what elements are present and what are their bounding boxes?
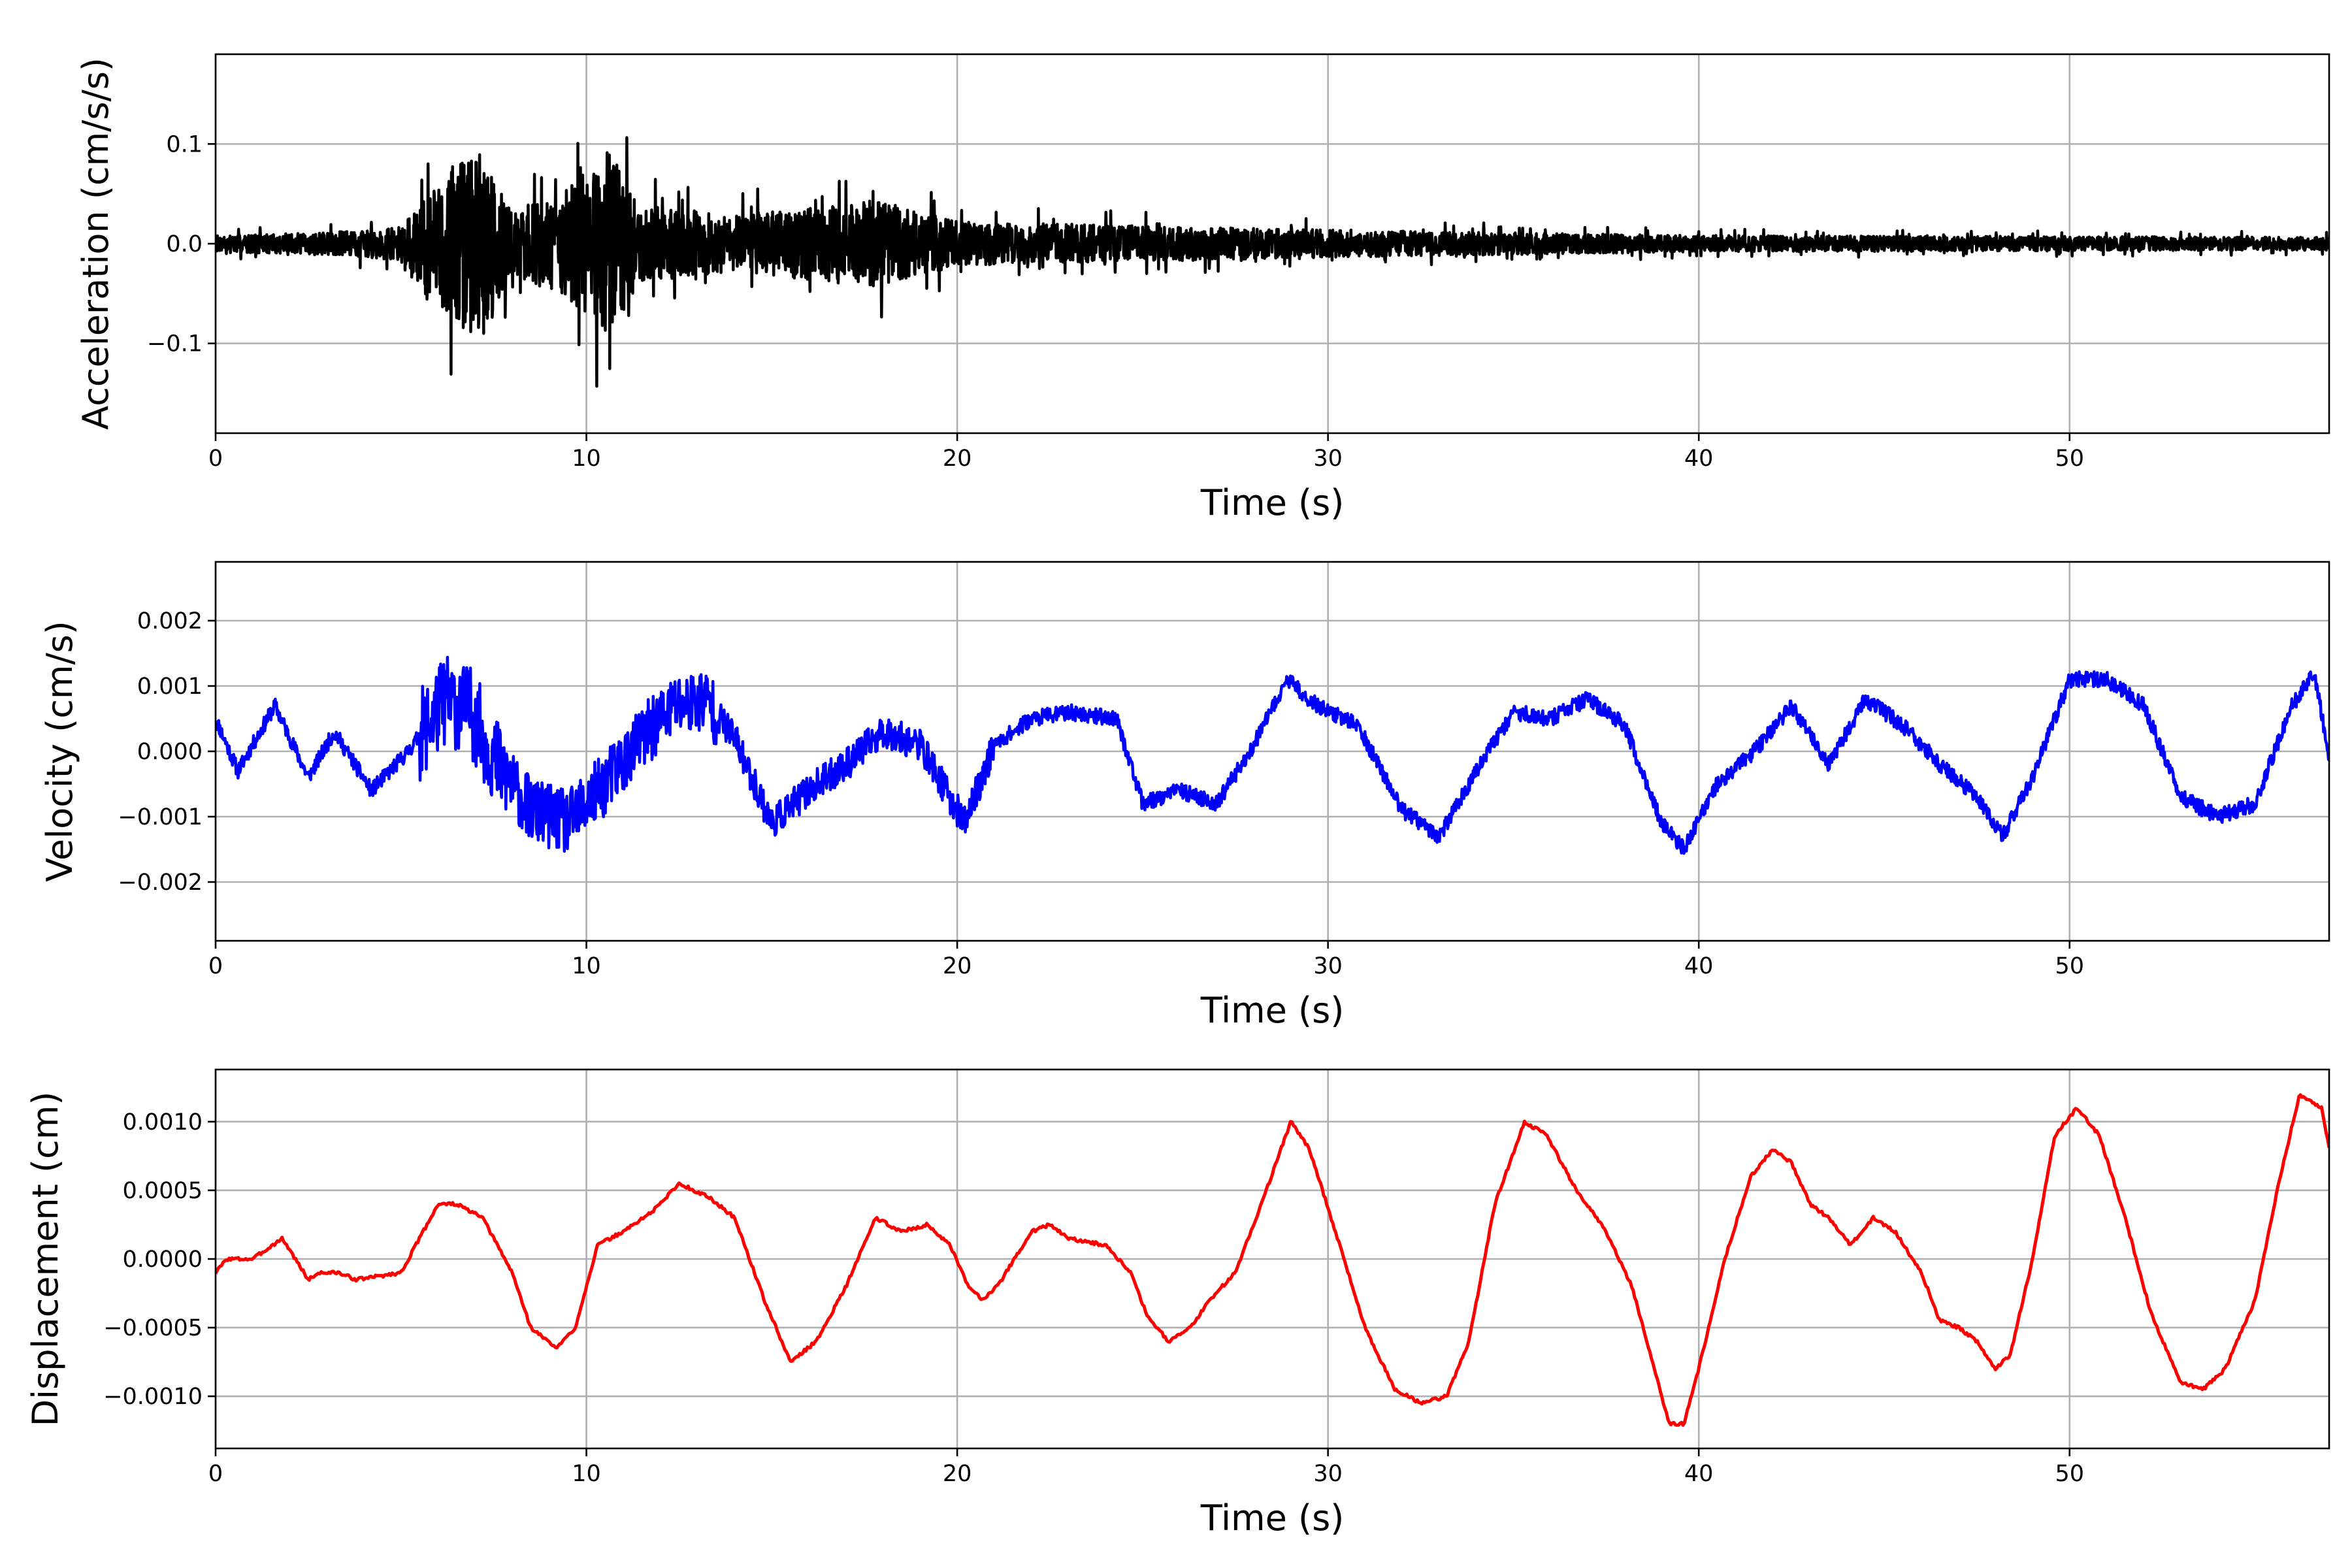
displacement-x-tick-label: 10 — [572, 1461, 601, 1487]
velocity-x-axis-label: Time (s) — [1200, 990, 1345, 1031]
velocity-y-tick-label: 0.000 — [137, 739, 203, 765]
velocity-y-tick-label: 0.001 — [137, 674, 203, 700]
displacement-x-tick-label: 50 — [2055, 1461, 2084, 1487]
displacement-y-axis-label: Displacement (cm) — [25, 1092, 66, 1427]
acceleration-ticks: 0 10 20 30 40 50 −0.1 0.0 0.1 — [147, 131, 2084, 472]
acceleration-x-tick-label: 50 — [2055, 446, 2084, 472]
displacement-y-tick-label: −0.0010 — [103, 1384, 203, 1410]
displacement-ticks: 0 10 20 30 40 50 −0.0010 −0.0005 0.0000 0.0005 0.0… — [103, 1109, 2084, 1487]
displacement-y-tick-label: −0.0005 — [103, 1315, 203, 1341]
acceleration-x-tick-label: 20 — [943, 446, 972, 472]
acceleration-y-tick-label: 0.1 — [166, 131, 203, 157]
displacement-line — [216, 1093, 2329, 1427]
acceleration-x-axis-label: Time (s) — [1200, 482, 1345, 523]
displacement-trace — [216, 1093, 2329, 1427]
displacement-x-tick-label: 0 — [208, 1461, 223, 1487]
displacement-panel: 0 10 20 30 40 50 −0.0010 −0.0005 0.0000 0.0005 0.0… — [25, 1068, 2330, 1539]
displacement-x-tick-label: 30 — [1313, 1461, 1343, 1487]
displacement-y-tick-label: 0.0000 — [123, 1247, 203, 1273]
velocity-x-tick-label: 40 — [1684, 953, 1714, 979]
velocity-y-tick-label: −0.002 — [118, 870, 203, 896]
velocity-line — [216, 655, 2329, 855]
acceleration-trace — [216, 136, 2329, 388]
acceleration-y-axis-label: Acceleration (cm/s/s) — [75, 57, 116, 430]
displacement-x-axis-label: Time (s) — [1200, 1497, 1345, 1539]
acceleration-panel: 0 10 20 30 40 50 −0.1 0.0 0.1 Time (s) Accelerat… — [75, 53, 2330, 523]
acceleration-x-tick-label: 10 — [572, 446, 601, 472]
acceleration-x-tick-label: 30 — [1313, 446, 1343, 472]
velocity-x-tick-label: 10 — [572, 953, 601, 979]
displacement-x-tick-label: 20 — [943, 1461, 972, 1487]
velocity-panel: 0 10 20 30 40 50 −0.002 −0.001 0.000 0.001 0.002 T… — [39, 561, 2330, 1031]
displacement-y-tick-label: 0.0010 — [123, 1109, 203, 1135]
velocity-x-tick-label: 30 — [1313, 953, 1343, 979]
velocity-y-tick-label: 0.002 — [137, 608, 203, 634]
acceleration-x-tick-label: 40 — [1684, 446, 1714, 472]
velocity-x-tick-label: 20 — [943, 953, 972, 979]
velocity-x-tick-label: 0 — [208, 953, 223, 979]
velocity-ticks: 0 10 20 30 40 50 −0.002 −0.001 0.000 0.001 0.002 — [118, 608, 2084, 979]
acceleration-y-tick-label: −0.1 — [147, 331, 203, 357]
velocity-y-tick-label: −0.001 — [118, 804, 203, 830]
velocity-y-axis-label: Velocity (cm/s) — [39, 621, 80, 882]
acceleration-line — [216, 136, 2329, 388]
acceleration-y-tick-label: 0.0 — [166, 231, 203, 257]
displacement-y-tick-label: 0.0005 — [123, 1178, 203, 1204]
velocity-x-tick-label: 50 — [2055, 953, 2084, 979]
velocity-trace — [216, 655, 2329, 855]
velocity-grid — [214, 562, 2329, 941]
acceleration-x-tick-label: 0 — [208, 446, 223, 472]
displacement-x-tick-label: 40 — [1684, 1461, 1714, 1487]
